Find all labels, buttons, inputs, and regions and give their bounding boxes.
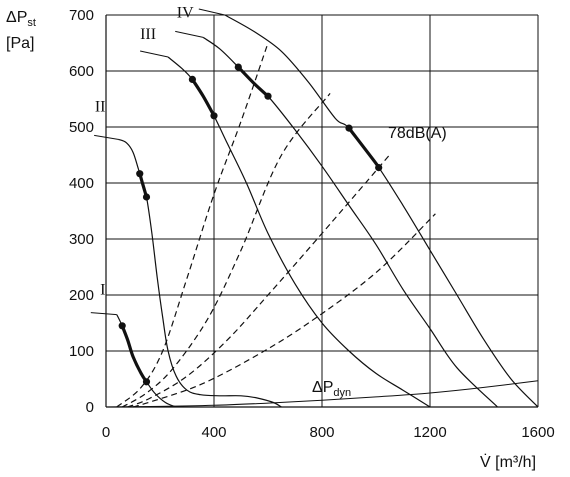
fan-curve-iv-leader [175, 30, 204, 38]
system-curve-4 [132, 213, 436, 408]
x-tick-label-800: 800 [309, 424, 334, 441]
y-axis-label: ΔPst [6, 9, 36, 29]
y-tick-label-700: 700 [69, 7, 94, 24]
system-curve-3 [127, 154, 390, 408]
x-tick-label-400: 400 [201, 424, 226, 441]
fan-curve-v-leader [198, 8, 225, 16]
y-axis-unit: [Pa] [6, 35, 34, 52]
fan-curve-i-point-start [118, 322, 126, 330]
fan-curve-i-operating-range [120, 324, 149, 384]
x-tick-label-1600: 1600 [521, 424, 554, 441]
x-axis-label: V̇ [m³/h] [480, 453, 536, 471]
label-layer: ΔPst [Pa] V̇ [m³/h] 78dB(A) ΔPdyn [6, 9, 536, 471]
dynamic-pressure-curve [105, 380, 539, 408]
fan-curve-ii [117, 138, 282, 408]
system-curve-2 [121, 93, 331, 408]
fan-curve-iv-point-end [264, 92, 272, 100]
fan-curve-iii-operating-range [190, 77, 216, 118]
fan-curve-ii-operating-range [138, 172, 149, 199]
fan-curve-iii-point-end [210, 112, 218, 120]
y-tick-label-300: 300 [69, 231, 94, 248]
fan-curve-v [224, 14, 539, 408]
annotation-78dba: 78dB(A) [388, 125, 447, 142]
fan-curve-v-point-end [375, 164, 383, 172]
fan-curve-iii-label: III [140, 26, 156, 43]
x-tick-label-0: 0 [102, 424, 110, 441]
y-tick-label-100: 100 [69, 343, 94, 360]
fan-curve-i-point-end [142, 378, 151, 386]
fan-curve-i-label: I [100, 282, 105, 299]
fan-curve-ii-label: II [95, 98, 106, 115]
axes: 0 100 200 300 400 500 600 700 0 400 800 1200 1600 [69, 7, 555, 441]
y-tick-label-600: 600 [69, 63, 94, 80]
fan-curve-iii-point-start [188, 75, 196, 83]
dynamic-pressure-label: ΔPdyn [312, 379, 351, 399]
fan-curve-i-leader [90, 312, 117, 316]
x-tick-label-1200: 1200 [413, 424, 446, 441]
y-tick-label-0: 0 [86, 399, 94, 416]
fan-curve-iii [167, 56, 431, 408]
fan-curve-i [116, 314, 177, 408]
fan-curve-iii-leader [139, 50, 169, 58]
fan-curve-ii-point-start [136, 170, 144, 178]
fan-curve-iv-operating-range [236, 65, 270, 98]
fan-curve-v-operating-range [347, 126, 381, 170]
system-curve-1 [116, 42, 269, 408]
fan-curve-ii-point-end [142, 193, 151, 201]
fan-curve-v-point-start [345, 124, 353, 132]
y-tick-label-500: 500 [69, 119, 94, 136]
grid [106, 14, 539, 407]
curve-layer: IIIIIIIVV [90, 4, 539, 408]
y-tick-label-200: 200 [69, 287, 94, 304]
fan-curve-iv-label: IV [177, 4, 194, 21]
y-tick-label-400: 400 [69, 175, 94, 192]
fan-curve-iv-point-start [234, 63, 242, 71]
